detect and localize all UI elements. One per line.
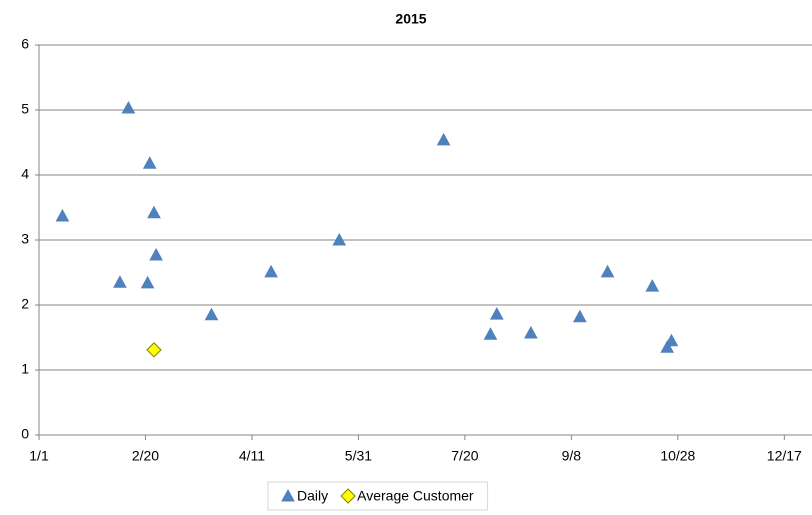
triangle-marker [113, 275, 127, 288]
triangle-marker [489, 307, 504, 320]
x-tick-label: 1/1 [29, 448, 49, 464]
y-tick-label: 0 [21, 426, 29, 442]
legend-box [267, 481, 489, 511]
triangle-marker [281, 488, 295, 502]
triangle-marker [664, 333, 679, 347]
triangle-marker [142, 156, 157, 169]
y-tick-label: 3 [21, 231, 29, 247]
legend-label: Average Customer [357, 488, 474, 504]
triangle-marker [55, 208, 70, 222]
triangle-marker [645, 279, 660, 292]
triangle-marker [524, 325, 538, 339]
legend-label: Daily [297, 488, 328, 504]
triangle-marker [600, 264, 615, 278]
y-tick-label: 1 [21, 361, 29, 377]
y-tick-label: 5 [21, 101, 29, 117]
triangle-marker [332, 232, 347, 246]
x-tick-label: 9/8 [562, 448, 582, 464]
x-tick-label: 5/31 [345, 448, 372, 464]
triangle-marker [483, 327, 498, 340]
triangle-marker [660, 340, 675, 353]
triangle-marker [436, 132, 451, 146]
x-tick-label: 12/17 [767, 448, 802, 464]
x-tick-label: 2/20 [132, 448, 159, 464]
y-tick-label: 2 [21, 296, 29, 312]
triangle-marker [204, 307, 219, 321]
triangle-marker [140, 275, 155, 289]
triangle-marker [264, 264, 278, 278]
diamond-marker [340, 488, 356, 504]
x-tick-label: 10/28 [660, 448, 695, 464]
x-tick-label: 7/20 [451, 448, 478, 464]
legend: Daily Average Customer [267, 481, 489, 511]
triangle-marker [121, 101, 136, 114]
y-tick-label: 6 [21, 36, 29, 52]
diamond-marker [146, 342, 162, 358]
triangle-marker [149, 247, 163, 261]
y-tick-label: 4 [21, 166, 29, 182]
chart-title: 2015 [395, 11, 426, 27]
triangle-marker [573, 309, 587, 323]
x-tick-label: 4/11 [239, 448, 265, 464]
triangle-marker [147, 205, 161, 219]
